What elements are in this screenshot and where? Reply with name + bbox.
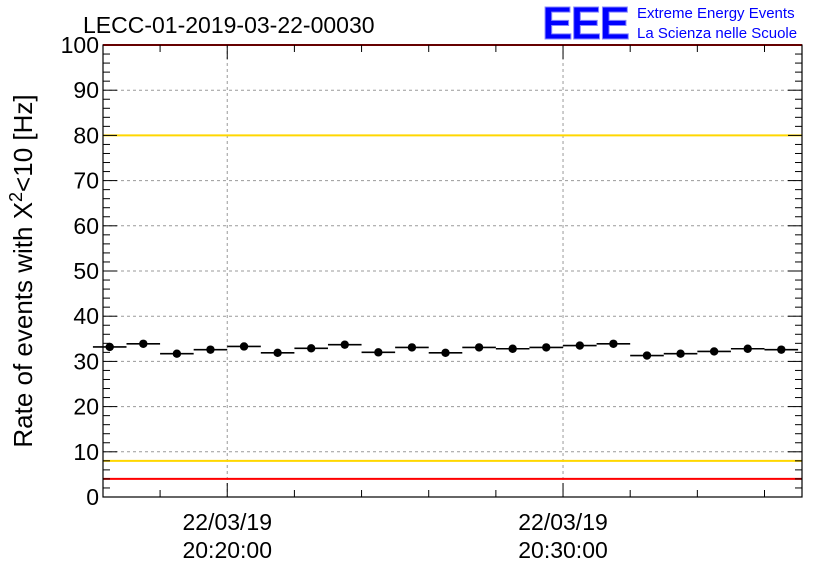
data-point bbox=[441, 348, 450, 358]
data-point bbox=[105, 342, 114, 352]
data-point bbox=[642, 351, 652, 360]
axis-ticks bbox=[103, 44, 802, 498]
data-series bbox=[92, 339, 799, 360]
y-axis-label-prefix: Rate of events with X bbox=[8, 202, 38, 448]
y-tick-label: 60 bbox=[73, 213, 99, 239]
logo-line1: Extreme Energy Events bbox=[637, 5, 795, 22]
data-point bbox=[139, 339, 148, 348]
data-point bbox=[575, 341, 585, 350]
grid bbox=[103, 45, 802, 497]
axis-labels: 010203040506070809010022/03/1920:20:0022… bbox=[61, 32, 608, 563]
data-point bbox=[474, 343, 484, 352]
y-tick-label: 40 bbox=[73, 303, 99, 329]
logo-line2: La Scienza nelle Scuole bbox=[637, 25, 797, 42]
data-point bbox=[709, 347, 719, 356]
x-tick-label-date: 22/03/19 bbox=[182, 509, 272, 535]
y-tick-label: 0 bbox=[86, 484, 99, 510]
data-point bbox=[407, 343, 417, 352]
data-point bbox=[273, 348, 282, 358]
data-point bbox=[172, 349, 182, 358]
y-axis-label-sup: 2 bbox=[6, 192, 26, 202]
y-tick-label: 10 bbox=[73, 439, 99, 465]
data-point bbox=[239, 342, 249, 351]
data-point bbox=[777, 345, 786, 354]
data-point bbox=[542, 343, 551, 352]
y-tick-label: 90 bbox=[73, 77, 99, 103]
eee-logo: EEE Extreme Energy Events La Scienza nel… bbox=[542, 0, 798, 50]
x-tick-label-date: 22/03/19 bbox=[518, 509, 608, 535]
x-tick-label-time: 20:30:00 bbox=[518, 537, 608, 563]
y-tick-label: 50 bbox=[73, 258, 99, 284]
data-point bbox=[609, 339, 618, 348]
y-tick-label: 20 bbox=[73, 394, 99, 420]
data-point bbox=[676, 349, 685, 358]
reference-lines bbox=[103, 44, 802, 480]
y-tick-label: 70 bbox=[73, 168, 99, 194]
chart-title: LECC-01-2019-03-22-00030 bbox=[83, 12, 375, 38]
y-tick-label: 80 bbox=[73, 122, 99, 148]
data-point bbox=[508, 344, 517, 353]
data-point bbox=[374, 348, 383, 357]
data-point bbox=[340, 340, 349, 349]
data-point bbox=[743, 344, 752, 353]
data-point bbox=[306, 344, 316, 353]
data-point bbox=[206, 345, 215, 354]
y-tick-label: 100 bbox=[61, 32, 99, 58]
y-tick-label: 30 bbox=[73, 348, 99, 374]
y-axis-label: Rate of events with X2<10 [Hz] bbox=[6, 94, 38, 447]
logo-mark: EEE bbox=[542, 0, 628, 49]
y-axis-label-suffix: <10 [Hz] bbox=[8, 94, 38, 192]
x-tick-label-time: 20:20:00 bbox=[182, 537, 272, 563]
